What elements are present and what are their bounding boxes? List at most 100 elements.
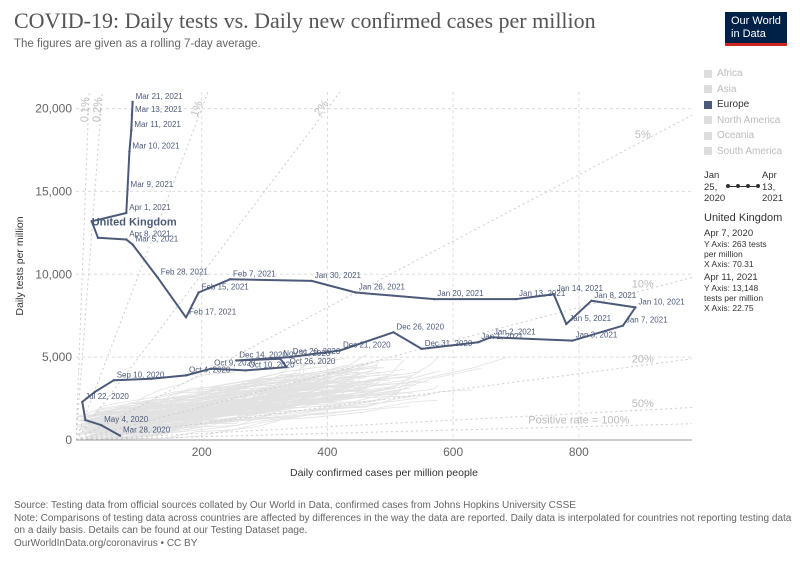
series-point [118, 434, 122, 437]
point-date-label: Mar 28, 2020 [123, 426, 171, 435]
info-line: Y Axis: 13,148 [704, 283, 759, 293]
background-country-line [89, 384, 354, 430]
series-point [130, 128, 133, 132]
info-block-end: Apr 11, 2021 Y Axis: 13,148 tests per mi… [704, 272, 796, 314]
background-country-line [99, 400, 437, 439]
legend-item-africa[interactable]: Africa [704, 66, 782, 82]
background-country-line [89, 384, 358, 427]
logo-line-1: Our World [731, 15, 781, 27]
axes: 0 5,000 10,000 15,000 20,000 200 400 600 800 Dail… [14, 102, 692, 479]
series-point [197, 291, 200, 294]
info-country: United Kingdom [704, 212, 783, 224]
point-date-label: Mar 21, 2021 [136, 92, 184, 101]
series-point [354, 291, 357, 294]
series-point [552, 292, 555, 296]
point-date-label: Jul 22, 2020 [85, 392, 129, 401]
series-point [433, 297, 436, 301]
series-point [477, 341, 480, 344]
timeline-end-day: 13, [762, 181, 776, 193]
rate-label: 5% [635, 129, 651, 141]
series-point [392, 331, 395, 334]
background-country-line [109, 380, 354, 439]
legend-item-north-america[interactable]: North America [704, 113, 782, 129]
series-point [131, 100, 134, 104]
timeline-dot [746, 184, 750, 188]
series-point [244, 369, 247, 372]
series-point [131, 243, 134, 246]
series-point [184, 316, 188, 319]
background-country-line [91, 364, 348, 419]
series-point [489, 336, 493, 339]
series-point [288, 355, 291, 359]
series-point [81, 400, 84, 404]
info-line: tests per million [704, 293, 764, 303]
series-point [130, 114, 134, 117]
logo-line-2: in Data [731, 28, 766, 40]
timeline-track[interactable] [726, 184, 760, 188]
series-point [209, 367, 213, 370]
rate-line [76, 114, 692, 440]
series-point [184, 374, 188, 377]
timeline-handle-end[interactable] [756, 184, 760, 188]
legend-item-europe[interactable]: Europe [704, 97, 782, 113]
y-tick-label: 10,000 [35, 267, 72, 281]
point-date-label: Dec 14, 2020 [239, 350, 287, 359]
point-date-label: Apr 8, 2021 [129, 229, 171, 238]
series-layer: Mar 28, 2020 May 4, 2020 Jul 22, 2020 Sep 1… [81, 92, 685, 437]
rate-line [76, 92, 103, 440]
footer-url[interactable]: OurWorldInData.org/coronavirus • CC BY [14, 537, 198, 549]
point-date-label: Jan 14, 2021 [557, 284, 604, 293]
series-point [621, 324, 625, 327]
y-tick-label: 20,000 [35, 102, 72, 116]
timeline-start-day: 25, [704, 181, 718, 193]
legend-swatch [704, 147, 712, 156]
owid-logo[interactable]: Our World in Data [725, 12, 787, 46]
info-line: X Axis: 22.75 [704, 303, 754, 313]
rate-label: 20% [632, 353, 654, 365]
series-point [285, 365, 288, 369]
background-country-line [84, 381, 355, 425]
timeline-handle-start[interactable] [726, 184, 730, 188]
point-date-label: Jan 5, 2021 [569, 314, 611, 323]
legend-item-south-america[interactable]: South America [704, 144, 782, 160]
chart-title: COVID-19: Daily tests vs. Daily new conf… [14, 8, 596, 33]
series-name-label: United Kingdom [92, 216, 177, 228]
background-country-line [85, 390, 314, 434]
point-date-label: Feb 28, 2021 [161, 268, 209, 277]
point-date-label: Jan 7, 2021 [626, 316, 668, 325]
legend-item-asia[interactable]: Asia [704, 82, 782, 98]
series-point [126, 188, 129, 191]
series-point [150, 377, 153, 380]
series-point [420, 347, 423, 351]
legend: Africa Asia Europe North America Oceania… [704, 66, 782, 159]
background-country-lines [76, 354, 508, 440]
legend-item-oceania[interactable]: Oceania [704, 128, 782, 144]
info-panel: United Kingdom Apr 7, 2020 Y Axis: 263 t… [704, 212, 796, 317]
rate-label: Positive rate = 100% [528, 415, 629, 427]
timeline-slider[interactable]: Jan 25, 2020 Apr 13, 2021 [704, 170, 794, 206]
series-point [279, 357, 282, 360]
legend-label: South America [717, 145, 783, 157]
background-country-line [112, 385, 328, 429]
series-point [96, 236, 100, 240]
legend-swatch [704, 131, 712, 140]
point-date-label: Jan 2, 2021 [494, 327, 536, 336]
legend-label: Oceania [717, 130, 755, 142]
x-tick-label: 800 [569, 445, 589, 459]
series-point [571, 339, 574, 342]
series-point [228, 278, 232, 281]
point-date-label: Mar 9, 2021 [131, 180, 174, 189]
point-date-label: Jan 26, 2021 [359, 283, 406, 292]
rate-label: 50% [632, 398, 654, 410]
series-point [310, 279, 313, 283]
point-date-label: Jan 1, 2021 [481, 332, 523, 341]
info-line: per million [704, 249, 743, 259]
legend-label: Europe [717, 99, 750, 111]
background-country-line [89, 357, 345, 416]
x-tick-label: 200 [192, 445, 212, 459]
point-date-label: Feb 15, 2021 [202, 283, 250, 292]
rate-label: 1% [189, 99, 206, 118]
background-country-line [105, 368, 482, 435]
series-point [235, 359, 238, 362]
info-date: Apr 11, 2021 [704, 272, 758, 283]
